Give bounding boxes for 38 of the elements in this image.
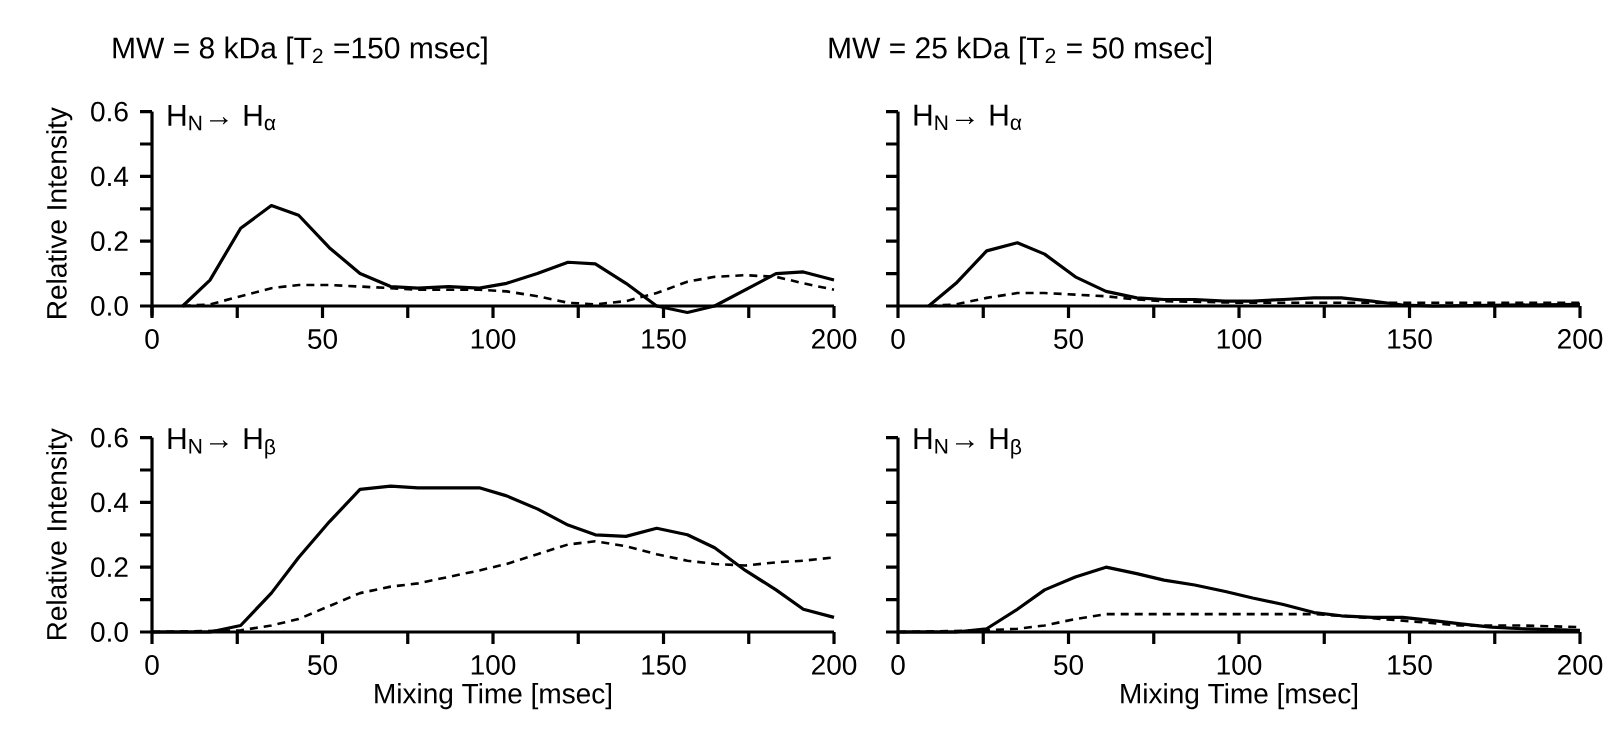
x-tick-label: 150	[642, 655, 686, 675]
y-tick-label: 0.6	[91, 101, 128, 122]
x-tick-label: 100	[471, 329, 516, 349]
x-tick-label: 50	[1054, 329, 1083, 349]
x-tick-label: 200	[812, 655, 857, 675]
annotation: H$_{N}$→ H$_{β}$	[914, 428, 1022, 459]
y-tick-label: 0.6	[91, 427, 128, 448]
y-tick-label: 0.4	[91, 166, 129, 187]
x-tick-label: 0	[891, 655, 905, 675]
chart-title: MW = 8 kDa [T$_{2}$ =150 msec]	[113, 36, 487, 65]
x-tick-label: 0	[145, 655, 159, 675]
y-tick-label: 0.2	[91, 231, 128, 252]
chart-title: MW = 25 kDa [T$_{2}$ = 50 msec]	[829, 36, 1212, 65]
x-tick-label: 200	[1558, 329, 1603, 349]
x-tick-label: 50	[1054, 655, 1083, 675]
x-tick-label: 150	[1388, 655, 1432, 675]
x-tick-label: 100	[1217, 655, 1262, 675]
annotation: H$_{N}$→ H$_{α}$	[168, 105, 276, 131]
x-tick-label: 100	[1217, 329, 1262, 349]
x-tick-label: 0	[891, 329, 905, 349]
x-tick-label: 150	[642, 329, 686, 349]
x-axis-title: Mixing Time [msec]	[375, 683, 612, 710]
x-axis-title: Mixing Time [msec]	[1121, 683, 1358, 710]
y-axis-title: Relative Intensity	[46, 107, 73, 318]
y-tick-label: 0.2	[91, 557, 128, 578]
x-tick-label: 200	[1558, 655, 1603, 675]
x-tick-label: 50	[308, 655, 337, 675]
x-tick-label: 50	[308, 329, 337, 349]
annotation: H$_{N}$→ H$_{α}$	[914, 104, 1022, 131]
y-tick-label: 0.0	[91, 622, 128, 642]
x-tick-label: 0	[145, 329, 159, 349]
x-tick-label: 100	[471, 655, 516, 675]
x-tick-label: 150	[1388, 329, 1432, 349]
y-tick-label: 0.0	[91, 296, 128, 316]
annotation: H$_{N}$→ H$_{β}$	[168, 428, 276, 459]
x-tick-label: 200	[812, 329, 857, 349]
y-tick-label: 0.4	[91, 492, 129, 513]
y-axis-title: Relative Intensity	[46, 428, 73, 640]
